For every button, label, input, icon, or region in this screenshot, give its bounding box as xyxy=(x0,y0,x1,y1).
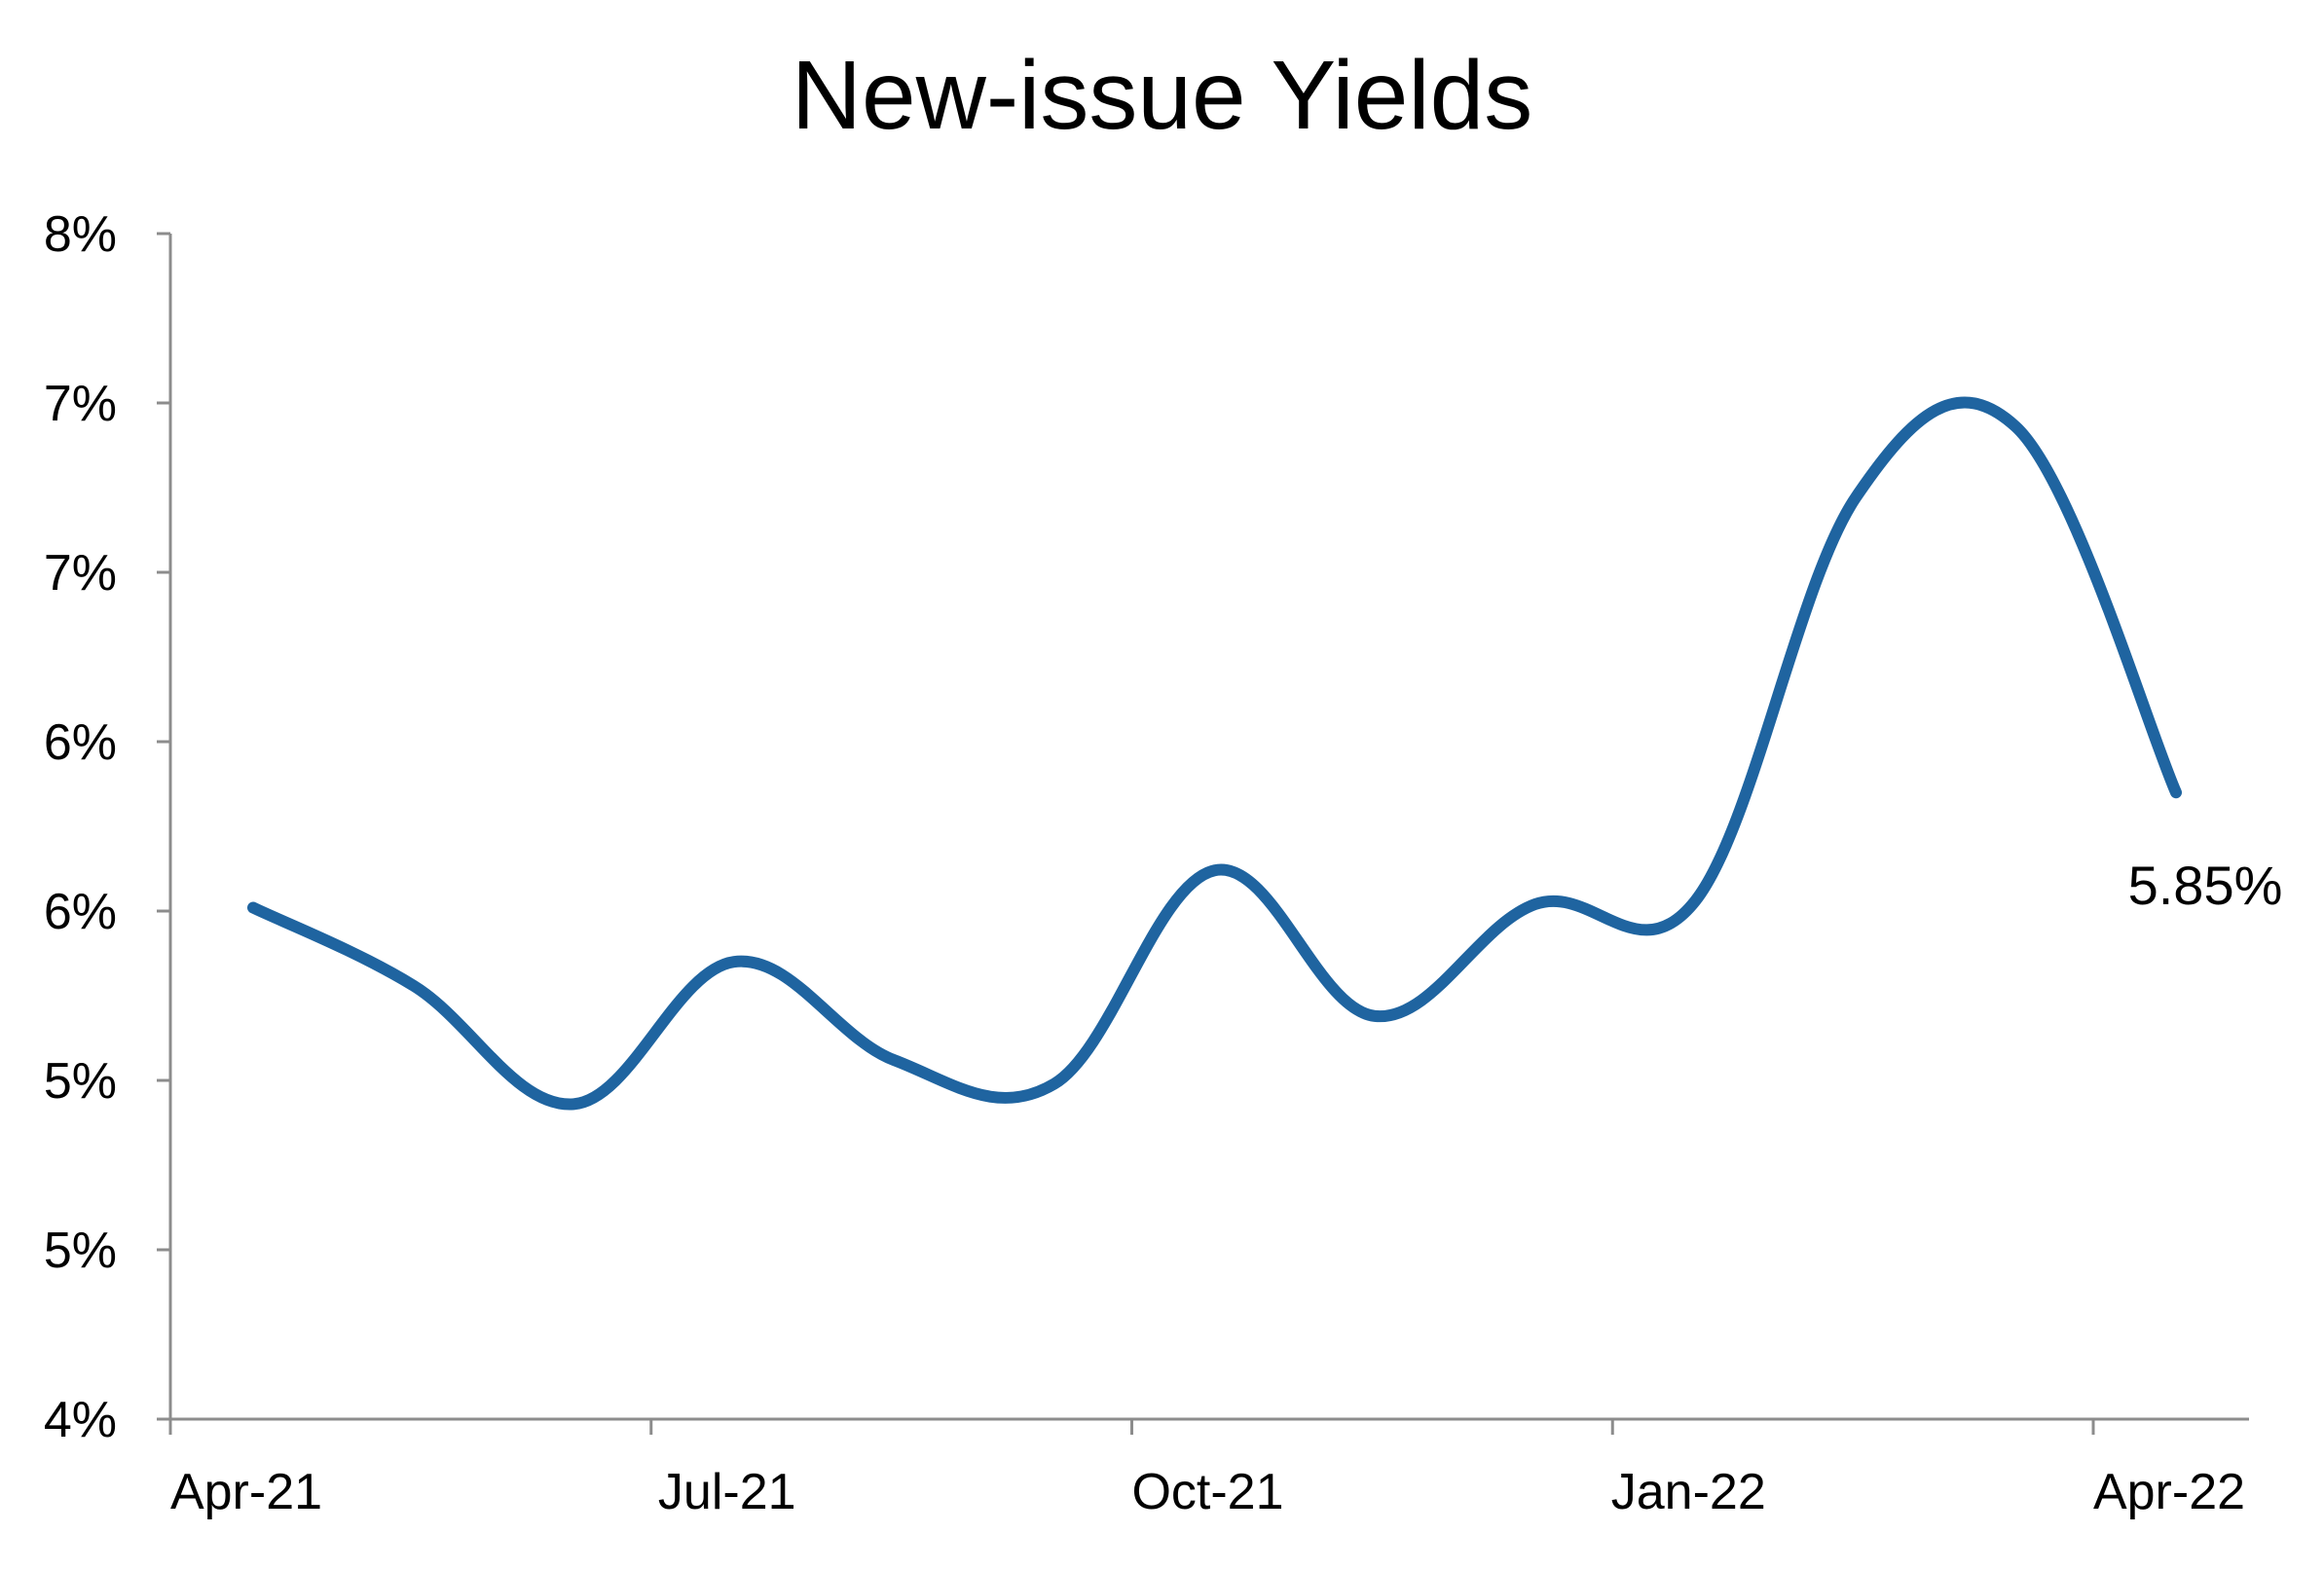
series-line xyxy=(247,396,2182,1111)
y-tick-label: 6% xyxy=(44,714,117,771)
y-tick-label: 5% xyxy=(44,1223,117,1279)
chart-axes xyxy=(157,232,2249,1435)
data-label: 5.85% xyxy=(2128,855,2283,916)
y-tick-label: 7% xyxy=(44,376,117,432)
chart-series xyxy=(247,396,2182,1111)
chart-labels: 4% 5% 5% 6% 6% 7% 7% 8% Apr-21 Jul-21 Oct-21 Jan-22… xyxy=(44,206,2283,1520)
y-tick-label: 8% xyxy=(44,206,117,263)
x-tick-label: Jan-22 xyxy=(1611,1464,1766,1520)
y-tick-label: 5% xyxy=(44,1053,117,1110)
x-tick-label: Oct-21 xyxy=(1131,1464,1283,1520)
x-tick-label: Apr-22 xyxy=(2093,1464,2245,1520)
x-tick-label: Jul-21 xyxy=(658,1464,796,1520)
chart-title: New-issue Yields xyxy=(791,41,1533,150)
y-tick-label: 7% xyxy=(44,545,117,602)
y-tick-label: 6% xyxy=(44,884,117,940)
x-tick-label: Apr-21 xyxy=(170,1464,322,1520)
y-tick-label: 4% xyxy=(44,1392,117,1448)
